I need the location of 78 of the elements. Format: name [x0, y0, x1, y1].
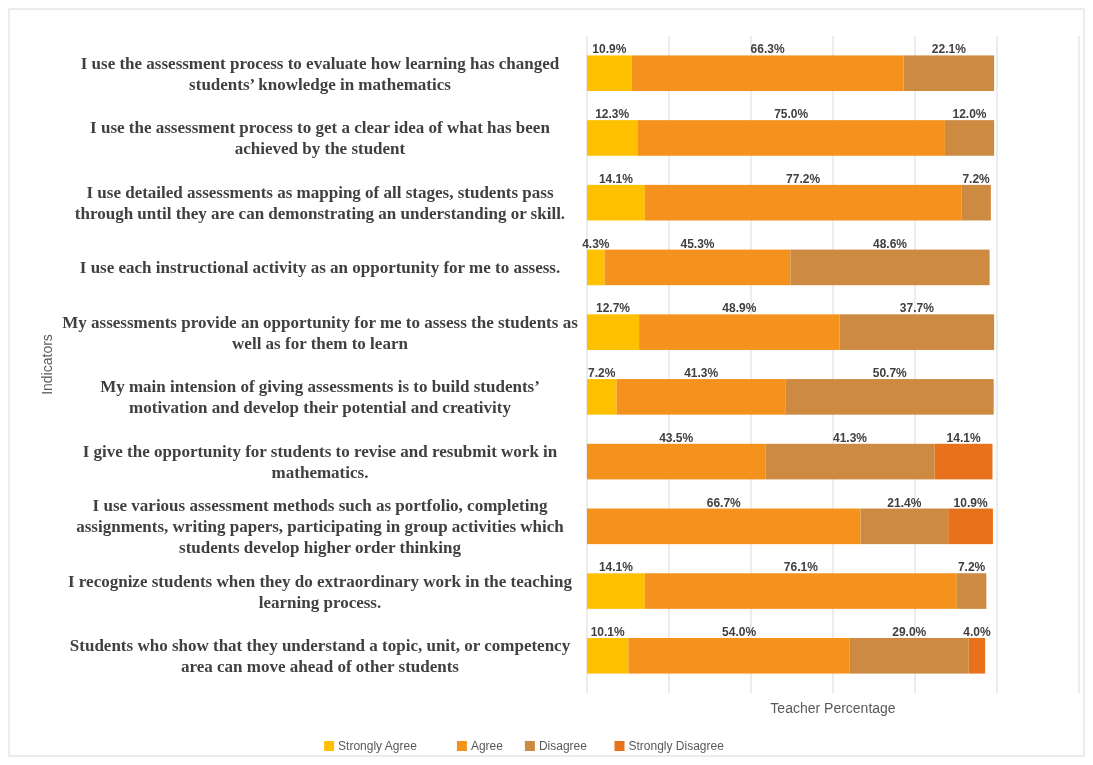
data-label: 12.0%	[952, 107, 987, 122]
bar	[616, 379, 786, 415]
y-tick-label: I use the assessment process to evaluate how learning has changed students’ knowledge in mathematics	[80, 53, 560, 94]
bar	[631, 55, 904, 92]
bar	[944, 120, 995, 156]
data-label: 77.2%	[786, 171, 821, 186]
data-label: 41.3%	[833, 430, 868, 445]
data-label: 14.1%	[598, 560, 634, 575]
bar	[948, 508, 993, 545]
data-label: 50.7%	[872, 366, 908, 381]
data-label: 48.9%	[722, 301, 757, 316]
bar	[644, 573, 957, 609]
legend-label: Agree	[470, 739, 504, 753]
bar	[785, 379, 994, 415]
bar	[587, 443, 766, 480]
y-tick-label: My assessments provide an opportunity for me to assess the students as well as for them to learn	[62, 312, 579, 353]
data-label: 10.1%	[590, 624, 626, 639]
data-label: 10.9%	[953, 495, 988, 510]
bar	[839, 314, 995, 350]
data-label: 10.9%	[592, 42, 627, 57]
bar	[765, 443, 935, 480]
y-tick-label: I recognize students when they do extraordinary work in the teaching learning process.	[68, 571, 573, 612]
data-label: 4.3%	[582, 236, 610, 251]
data-label: 7.2%	[588, 366, 616, 381]
legend-label: Strongly Disagree	[628, 739, 725, 753]
bar	[903, 55, 995, 92]
data-label: 4.0%	[963, 624, 991, 639]
y-tick-label: I use detailed assessments as mapping of all stages, students pass through until they are can demonstrating an understanding or skill.	[74, 183, 566, 224]
y-tick-label: I use various assessment methods such as portfolio, completing assignments, writing papers, participating in group activities which students develop higher order thinking	[76, 496, 565, 558]
data-label: 7.2%	[962, 171, 991, 186]
bar	[587, 508, 861, 545]
y-tick-label: I use the assessment process to get a clear idea of what has been achieved by the student	[90, 118, 551, 159]
data-label: 75.0%	[774, 107, 809, 122]
y-tick-label: My main intension of giving assessments is to build students’ motivation and develop their potential and creativity	[100, 377, 540, 418]
data-label: 66.3%	[750, 42, 785, 57]
data-label: 76.1%	[783, 560, 819, 575]
legend-label: Strongly Agree	[338, 739, 418, 753]
bar	[860, 508, 949, 545]
legend-label: Disagree	[538, 739, 588, 753]
bar	[934, 443, 993, 480]
data-label: 66.7%	[706, 495, 742, 510]
data-label: 45.3%	[680, 236, 715, 251]
data-label: 29.0%	[892, 624, 927, 639]
y-tick-label: I give the opportunity for students to revise and resubmit work in mathematics.	[82, 442, 558, 483]
y-tick-label: Students who show that they understand a topic, unit, or competency area can move ahead of other students	[69, 636, 571, 677]
bar	[849, 637, 969, 674]
bar	[639, 314, 840, 350]
bar	[628, 637, 850, 674]
data-label: 43.5%	[659, 430, 694, 445]
data-label: 41.3%	[684, 366, 719, 381]
y-tick-label: I use each instructional activity as an opportunity for me to assess.	[79, 258, 561, 278]
data-label: 21.4%	[887, 495, 922, 510]
bar	[604, 249, 791, 286]
data-label: 14.1%	[598, 171, 634, 186]
x-axis-title: Teacher Percentage	[770, 700, 896, 716]
bar	[587, 55, 632, 92]
bar	[587, 249, 605, 286]
data-label: 12.7%	[596, 301, 631, 316]
data-label: 12.3%	[595, 107, 630, 122]
y-axis-title: Indicators	[39, 334, 55, 395]
data-label: 14.1%	[946, 430, 981, 445]
bar	[968, 637, 986, 674]
data-label: 7.2%	[957, 560, 986, 575]
bar	[961, 184, 991, 221]
data-label: 54.0%	[722, 624, 757, 639]
bar	[790, 249, 990, 286]
data-label: 22.1%	[931, 42, 967, 57]
bar	[956, 573, 987, 609]
bar	[587, 379, 617, 415]
bar	[587, 637, 629, 674]
bar	[587, 573, 645, 609]
bar	[587, 314, 640, 350]
bar	[587, 184, 645, 221]
data-label: 37.7%	[899, 301, 935, 316]
bar	[637, 120, 945, 156]
bar	[587, 120, 638, 156]
bar	[644, 184, 962, 221]
data-label: 48.6%	[872, 236, 908, 251]
